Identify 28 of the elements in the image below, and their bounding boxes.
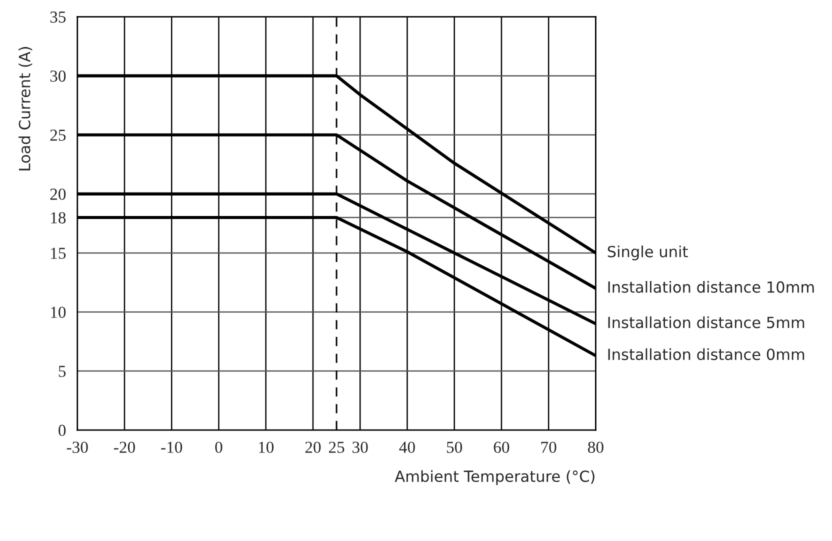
x-tick-label: 70 (541, 442, 556, 453)
x-tick-label: 80 (588, 442, 604, 453)
series-label: Single unit (608, 246, 688, 260)
series-label: Installation distance 10mm (608, 280, 814, 293)
x-axis-title: Ambient Temperature (°C) (394, 470, 594, 485)
x-tick-label: 60 (494, 442, 510, 453)
x-tick-label: 10 (258, 442, 274, 453)
y-tick-label: 30 (50, 70, 66, 82)
y-tick-label: 15 (51, 248, 66, 259)
y-tick-label: 20 (50, 188, 66, 200)
y-tick-label: 18 (51, 212, 66, 224)
x-tick-label: 50 (446, 442, 462, 453)
x-tick-label: 20 (305, 442, 321, 453)
x-tick-label: -20 (114, 442, 135, 453)
y-tick-label: 5 (58, 366, 66, 377)
y-tick-label: 25 (50, 130, 66, 141)
x-tick-label: 25 (328, 442, 344, 453)
y-tick-label: 0 (58, 424, 66, 436)
x-tick-label: 0 (215, 442, 222, 453)
x-tick-label: -30 (66, 442, 88, 453)
x-tick-label: 30 (352, 442, 368, 453)
y-axis-title: Load Current (A) (18, 47, 32, 170)
y-tick-label: 35 (50, 12, 66, 23)
x-tick-label: -10 (161, 442, 182, 453)
y-tick-label: 10 (51, 306, 66, 318)
series-label: Installation distance 5mm (608, 316, 804, 328)
x-tick-label: 40 (399, 442, 415, 453)
series-label: Installation distance 0mm (608, 348, 804, 360)
